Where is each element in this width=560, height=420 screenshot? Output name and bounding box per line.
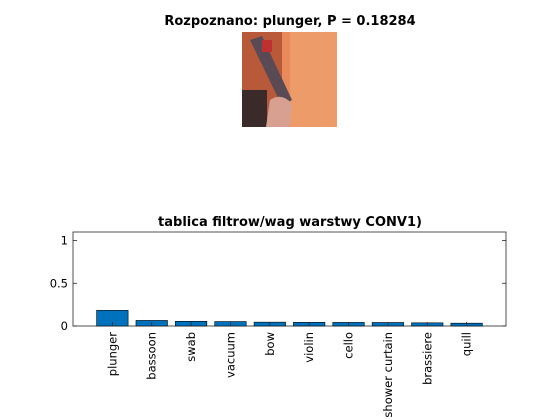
photo-thumbnail	[242, 32, 337, 127]
y-tick-label: 0	[61, 319, 68, 333]
x-tick-label: swab	[184, 332, 198, 362]
x-tick-label: bow	[263, 332, 277, 356]
y-tick-label: 0.5	[50, 276, 68, 290]
x-tick-label: plunger	[105, 332, 119, 376]
x-tick-label: violin	[302, 332, 316, 363]
x-tick-label: shower curtain	[381, 332, 395, 418]
recognition-title: Rozpoznano: plunger, P = 0.18284	[164, 14, 415, 29]
x-tick-label: vacuum	[223, 332, 237, 378]
y-tick-label: 1	[61, 234, 68, 248]
x-tick-label: cello	[342, 332, 356, 359]
plot-area	[72, 231, 507, 327]
x-ticks-group: plunger bassoon swab vacuum bow violin cello sh…	[105, 322, 474, 418]
chart-axes	[72, 231, 507, 327]
y-ticks-group: 00.51	[50, 234, 506, 333]
chart-title: tablica filtrow/wag warstwy CONV1)	[158, 215, 422, 230]
x-tick-label: brassiere	[420, 332, 434, 385]
x-tick-label: bassoon	[145, 332, 159, 380]
x-tick-label: quill	[460, 332, 474, 356]
